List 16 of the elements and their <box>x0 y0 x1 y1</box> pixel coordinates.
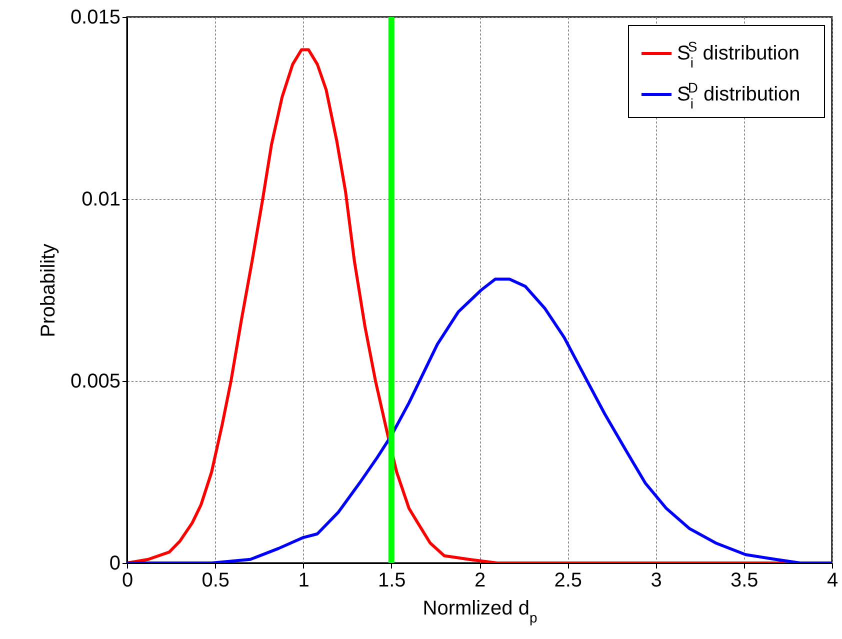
y-tick-label: 0 <box>109 552 120 574</box>
x-tick-label: 3.5 <box>730 570 758 592</box>
x-tick-label: 3 <box>650 570 662 592</box>
x-tick-label: 1 <box>298 570 310 592</box>
x-tick-label: 0.5 <box>202 570 230 592</box>
y-tick-label: 0.01 <box>82 188 120 210</box>
y-tick-label: 0.005 <box>70 370 120 392</box>
y-tick-label: 0.015 <box>70 6 120 28</box>
legend-label: S$_{i}$$^{D}$ distribution <box>677 80 800 112</box>
x-tick-label: 1.5 <box>378 570 406 592</box>
x-tick-label: 4 <box>826 570 838 592</box>
x-tick-label: 2 <box>474 570 486 592</box>
legend-label: S$_{i}$$^{S}$ distribution <box>677 38 800 70</box>
y-axis-title: Probability <box>37 244 60 338</box>
x-axis-title: Normlized d$_{p}$ <box>422 598 538 626</box>
x-tick-label: 2.5 <box>554 570 582 592</box>
